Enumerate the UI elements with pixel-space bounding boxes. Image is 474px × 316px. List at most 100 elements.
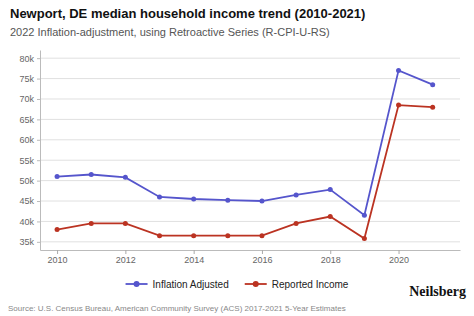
series-point — [430, 105, 435, 110]
y-tick-mark — [37, 79, 40, 80]
y-tick-label: 70k — [19, 94, 34, 104]
y-tick: 50k — [19, 176, 40, 186]
grid-line — [40, 139, 460, 140]
chart: Newport, DE median household income tren… — [0, 0, 474, 316]
y-tick-label: 80k — [19, 54, 34, 64]
series-point — [89, 172, 94, 177]
legend-item: Inflation Adjusted — [126, 279, 229, 290]
series-point — [259, 233, 264, 238]
x-axis-line — [41, 250, 461, 251]
plot-area: 35k40k45k50k55k60k65k70k75k80k2010201220… — [19, 51, 460, 266]
x-axis: 2010 2012 2014 2016 2018 2020 — [41, 250, 461, 265]
y-tick-mark — [37, 160, 40, 161]
y-tick-label: 35k — [19, 237, 34, 247]
series-point — [55, 227, 60, 232]
y-tick-mark — [37, 99, 40, 100]
series-point — [430, 82, 435, 87]
x-tick: 2016 — [252, 250, 272, 265]
y-tick: 80k — [19, 54, 40, 64]
series-point — [396, 103, 401, 108]
series-point — [191, 196, 196, 201]
series-point — [89, 221, 94, 226]
y-tick-label: 60k — [19, 135, 34, 145]
y-tick-label: 50k — [19, 176, 34, 186]
series-point — [362, 236, 367, 241]
x-tick-label: 2016 — [252, 255, 272, 265]
y-tick: 55k — [19, 156, 40, 166]
x-tick: 2010 — [48, 250, 68, 265]
grid-line — [40, 160, 460, 161]
series-point — [328, 214, 333, 219]
grid-line — [40, 180, 460, 181]
legend-item: Reported Income — [245, 279, 349, 290]
x-tick: 2012 — [116, 250, 136, 265]
grid-line — [40, 58, 460, 59]
series-point — [225, 233, 230, 238]
x-tick-mark — [125, 250, 126, 254]
x-tick-mark — [262, 250, 263, 254]
marks — [55, 68, 436, 241]
series-point — [225, 198, 230, 203]
y-tick-mark — [37, 58, 40, 59]
grid-line — [40, 98, 460, 99]
y-tick-mark — [37, 221, 40, 222]
series-point — [396, 68, 401, 73]
y-tick-label: 40k — [19, 217, 34, 227]
y-tick-mark — [37, 242, 40, 243]
x-tick: 2018 — [321, 250, 341, 265]
y-tick-mark — [37, 140, 40, 141]
grid-line — [40, 241, 460, 242]
y-tick: 45k — [19, 196, 40, 206]
y-tick: 40k — [19, 217, 40, 227]
y-tick-mark — [37, 119, 40, 120]
series-point — [123, 175, 128, 180]
y-axis-line — [40, 51, 41, 251]
x-tick: 2020 — [389, 250, 409, 265]
grid-line — [40, 221, 460, 222]
y-tick: 70k — [19, 94, 40, 104]
series-point — [294, 192, 299, 197]
grid — [40, 58, 460, 242]
legend: Inflation Adjusted Reported Income — [126, 279, 349, 290]
x-tick-mark — [57, 250, 58, 254]
title: Newport, DE median household income tren… — [10, 6, 365, 21]
y-tick-label: 65k — [19, 115, 34, 125]
series-point — [191, 233, 196, 238]
x-tick-mark — [330, 250, 331, 254]
series-point — [157, 233, 162, 238]
x-tick: 2014 — [184, 250, 204, 265]
series-point — [123, 221, 128, 226]
x-tick-label: 2012 — [116, 255, 136, 265]
y-tick: 35k — [19, 237, 40, 247]
branding: Neilsberg — [409, 284, 466, 299]
x-tick-label: 2010 — [48, 255, 68, 265]
series-point — [294, 221, 299, 226]
legend-label: Inflation Adjusted — [153, 279, 229, 290]
x-tick-mark — [399, 250, 400, 254]
legend-marker — [253, 281, 259, 287]
subtitle: 2022 Inflation-adjustment, using Retroac… — [10, 26, 330, 38]
x-tick-label: 2020 — [389, 255, 409, 265]
y-tick-label: 75k — [19, 74, 34, 84]
series-point — [328, 187, 333, 192]
y-axis: 35k 40k 45k 50k 55k 60k 65k 70k 75k 80k — [19, 51, 40, 251]
x-tick-label: 2014 — [184, 255, 204, 265]
series-line — [57, 105, 433, 238]
y-tick-mark — [37, 181, 40, 182]
y-tick-mark — [37, 201, 40, 202]
series-point — [259, 199, 264, 204]
y-tick-label: 55k — [19, 156, 34, 166]
source: Source: U.S. Census Bureau, American Com… — [8, 304, 346, 313]
y-tick: 65k — [19, 115, 40, 125]
x-tick-mark — [194, 250, 195, 254]
series-point — [55, 174, 60, 179]
series-point — [362, 213, 367, 218]
grid-line — [40, 119, 460, 120]
legend-label: Reported Income — [272, 279, 349, 290]
y-tick: 75k — [19, 74, 40, 84]
y-tick-label: 45k — [19, 196, 34, 206]
y-tick: 60k — [19, 135, 40, 145]
legend-marker — [134, 281, 140, 287]
series-point — [157, 194, 162, 199]
x-tick-label: 2018 — [321, 255, 341, 265]
